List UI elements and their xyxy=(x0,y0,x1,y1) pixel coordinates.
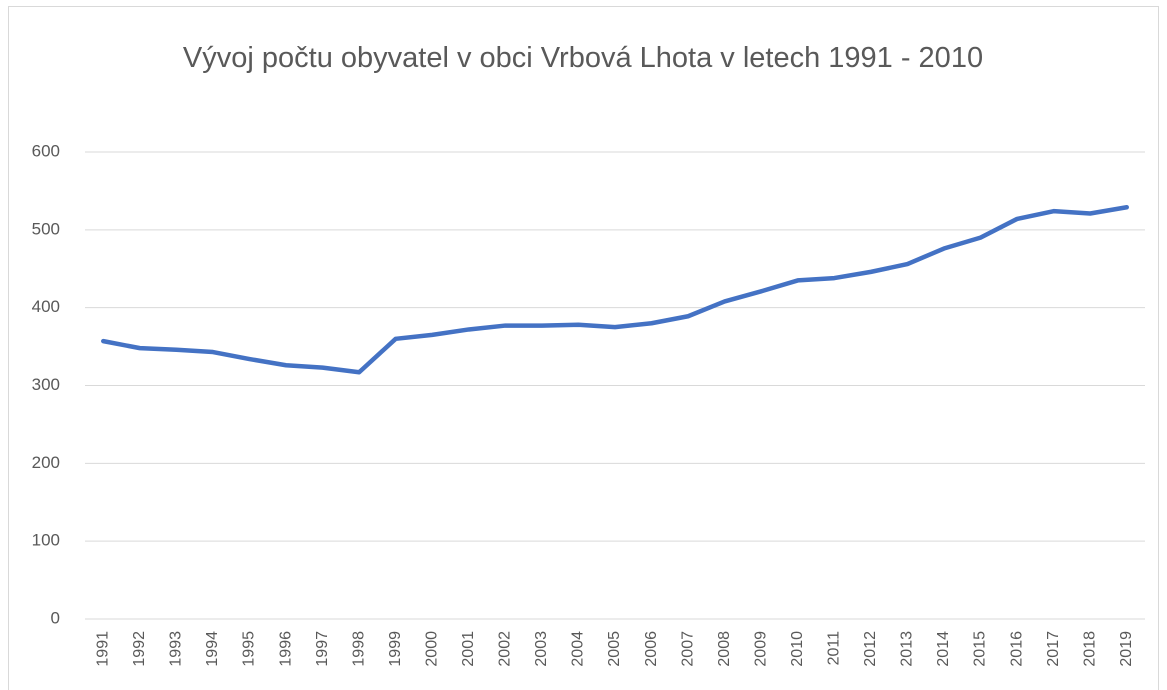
x-tick-label: 2006 xyxy=(643,631,660,667)
x-tick-label: 1991 xyxy=(94,631,111,667)
x-tick-label: 2004 xyxy=(570,631,587,667)
x-tick-label: 2011 xyxy=(826,631,843,666)
x-tick-label: 2014 xyxy=(935,631,952,667)
chart-border xyxy=(8,6,1159,690)
x-tick-label: 1998 xyxy=(350,631,367,667)
x-tick-label: 2019 xyxy=(1118,631,1135,667)
x-tick-label: 2003 xyxy=(533,631,550,667)
x-tick-label: 2001 xyxy=(460,631,477,667)
x-tick-label: 2017 xyxy=(1045,631,1062,667)
x-tick-label: 2007 xyxy=(679,631,696,667)
x-tick-label: 2010 xyxy=(789,631,806,667)
x-tick-label: 1994 xyxy=(204,631,221,667)
x-tick-label: 2009 xyxy=(752,631,769,667)
y-tick-label: 500 xyxy=(32,219,60,238)
y-tick-label: 600 xyxy=(32,141,60,160)
data-line xyxy=(101,205,1129,375)
y-tick-label: 400 xyxy=(32,297,60,316)
x-tick-label: 1993 xyxy=(168,631,185,667)
y-tick-label: 100 xyxy=(32,531,60,550)
x-tick-label: 1996 xyxy=(277,631,294,667)
x-tick-label: 2018 xyxy=(1081,631,1098,667)
y-tick-label: 300 xyxy=(32,375,60,394)
x-tick-label: 2005 xyxy=(606,631,623,667)
x-tick-label: 1997 xyxy=(314,631,331,667)
y-tick-label: 200 xyxy=(32,453,60,472)
x-tick-label: 1992 xyxy=(131,631,148,667)
x-tick-label: 2015 xyxy=(972,631,989,667)
x-tick-label: 2013 xyxy=(899,631,916,667)
x-tick-label: 2016 xyxy=(1008,631,1025,667)
chart-title: Vývoj počtu obyvatel v obci Vrbová Lhota… xyxy=(182,42,984,74)
y-tick-label: 0 xyxy=(51,608,60,627)
x-tick-label: 2012 xyxy=(862,631,879,667)
x-tick-label: 1999 xyxy=(387,631,404,667)
x-tick-label: 2008 xyxy=(716,631,733,667)
x-tick-label: 1995 xyxy=(241,631,258,667)
x-tick-label: 2002 xyxy=(497,631,514,667)
x-tick-label: 2000 xyxy=(423,631,440,667)
